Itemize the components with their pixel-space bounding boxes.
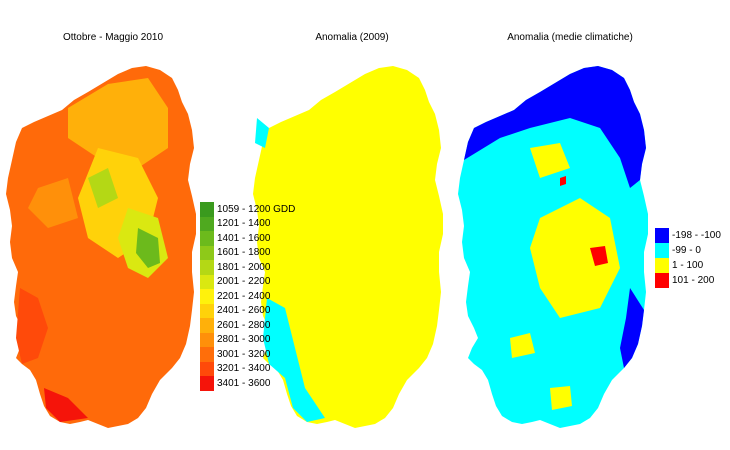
legend-label: 2601 - 2800 xyxy=(217,319,271,331)
legend-item: 3001 - 3200 xyxy=(200,347,295,362)
legend-swatch xyxy=(200,332,214,347)
panel-title-gdd: Ottobre - Maggio 2010 xyxy=(62,32,164,43)
legend-swatch xyxy=(200,231,214,246)
legend-label: 3001 - 3200 xyxy=(217,348,271,360)
legend-gdd: 1059 - 1200 GDD 1201 - 1400 1401 - 1600 … xyxy=(200,202,295,391)
legend-item: 2601 - 2800 xyxy=(200,318,295,333)
legend-swatch xyxy=(200,303,214,318)
legend-swatch xyxy=(655,273,669,288)
panel-title-anomaly-2009: Anomalia (2009) xyxy=(315,32,389,43)
legend-swatch xyxy=(655,243,669,258)
legend-item: 1059 - 1200 GDD xyxy=(200,202,295,217)
legend-label: 1801 - 2000 xyxy=(217,261,271,273)
legend-label: 2001 - 2200 xyxy=(217,276,271,288)
map-gdd xyxy=(6,66,196,428)
legend-label: 2201 - 2400 xyxy=(217,290,271,302)
legend-label: -99 - 0 xyxy=(672,245,701,256)
legend-label: -198 - -100 xyxy=(672,230,721,241)
legend-swatch xyxy=(200,260,214,275)
map-anomaly-climate xyxy=(458,66,648,428)
legend-swatch xyxy=(200,318,214,333)
legend-label: 101 - 200 xyxy=(672,275,715,286)
legend-swatch xyxy=(200,245,214,260)
legend-swatch xyxy=(200,347,214,362)
map-anomaly-2009 xyxy=(253,66,443,428)
legend-item: 1401 - 1600 xyxy=(200,231,295,246)
legend-item: -99 - 0 xyxy=(655,243,721,258)
legend-label: 1201 - 1400 xyxy=(217,218,271,230)
legend-swatch xyxy=(200,289,214,304)
legend-item: 3201 - 3400 xyxy=(200,361,295,376)
legend-item: 3401 - 3600 xyxy=(200,376,295,391)
legend-swatch xyxy=(200,216,214,231)
legend-item: 2001 - 2200 xyxy=(200,274,295,289)
legend-item: 1201 - 1400 xyxy=(200,216,295,231)
legend-item: 1601 - 1800 xyxy=(200,245,295,260)
legend-swatch xyxy=(655,258,669,273)
legend-label: 3201 - 3400 xyxy=(217,363,271,375)
legend-label: 1601 - 1800 xyxy=(217,247,271,259)
legend-swatch xyxy=(200,202,214,217)
legend-label: 3401 - 3600 xyxy=(217,377,271,389)
legend-label: 1 - 100 xyxy=(672,260,704,271)
legend-label: 2801 - 3000 xyxy=(217,334,271,346)
legend-anomaly: -198 - -100 -99 - 0 1 - 100 101 - 200 xyxy=(655,228,721,288)
legend-swatch xyxy=(200,376,214,391)
legend-item: 1 - 100 xyxy=(655,258,721,273)
legend-label: 2401 - 2600 xyxy=(217,305,271,317)
legend-swatch xyxy=(655,228,669,243)
legend-item: 2401 - 2600 xyxy=(200,303,295,318)
legend-item: 2801 - 3000 xyxy=(200,332,295,347)
legend-swatch xyxy=(200,361,214,376)
legend-label: 1059 - 1200 GDD xyxy=(217,203,296,215)
legend-item: 101 - 200 xyxy=(655,273,721,288)
panel-title-anomaly-climate: Anomalia (medie climatiche) xyxy=(507,32,633,43)
legend-item: 2201 - 2400 xyxy=(200,289,295,304)
legend-swatch xyxy=(200,274,214,289)
legend-item: 1801 - 2000 xyxy=(200,260,295,275)
legend-label: 1401 - 1600 xyxy=(217,232,271,244)
legend-item: -198 - -100 xyxy=(655,228,721,243)
